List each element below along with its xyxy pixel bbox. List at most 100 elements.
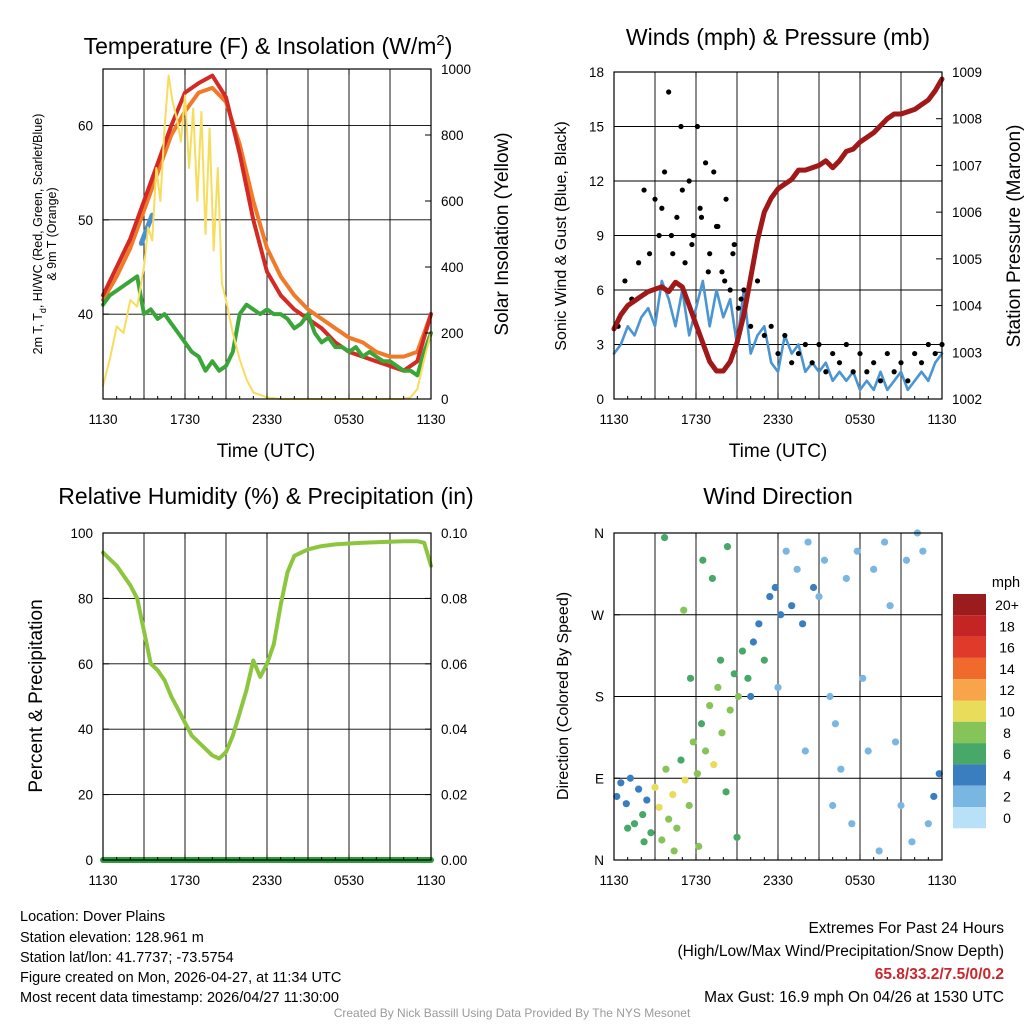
- temperature-panel: Temperature (F) & Insolation (W/m2) 1130…: [31, 32, 513, 462]
- right-y-tick-label: 400: [441, 260, 464, 275]
- winds-panel: Winds (mph) & Pressure (mb) 1130 1730 2330…: [553, 24, 1024, 462]
- x-tick-label: 1130: [88, 873, 117, 888]
- y-tick-label: 18: [589, 65, 604, 80]
- gust-point: [843, 341, 849, 348]
- gust-point: [731, 241, 737, 248]
- direction-point: [747, 692, 755, 701]
- gust-point: [636, 260, 642, 266]
- gust-point: [722, 278, 728, 284]
- legend-label: 16: [999, 640, 1015, 656]
- gust-point: [702, 160, 709, 166]
- direction-point: [760, 656, 768, 664]
- insolation-right-ylabel: Solar Insolation (Yellow): [492, 132, 513, 335]
- direction-point: [848, 820, 856, 828]
- direction-point: [804, 538, 812, 546]
- gust-point: [789, 360, 795, 366]
- gust-point: [622, 278, 628, 284]
- gust-point: [809, 360, 815, 366]
- direction-point: [734, 692, 742, 701]
- direction-point: [815, 592, 823, 601]
- gust-point: [836, 360, 843, 366]
- direction-point: [774, 683, 782, 692]
- extremes-legend: (High/Low/Max Wind/Precipitation/Snow De…: [677, 943, 1005, 960]
- gust-point: [682, 260, 688, 266]
- direction-point: [647, 829, 655, 837]
- x-tick-label: 1730: [170, 412, 200, 427]
- direction-point: [738, 647, 747, 655]
- direction-point: [730, 670, 738, 678]
- direction-point: [886, 602, 894, 610]
- winds-title: Winds (mph) & Pressure (mb): [626, 24, 930, 50]
- direction-point: [708, 574, 717, 583]
- gust-point: [730, 251, 736, 257]
- x-tick-label: 0530: [334, 412, 364, 427]
- direction-point: [635, 785, 643, 793]
- credit-line: Created By Nick Bassill Using Data Provi…: [333, 1006, 691, 1020]
- direction-point: [902, 556, 911, 564]
- pressure-series: [611, 76, 945, 374]
- right-y-tick-label: 0.04: [441, 722, 468, 737]
- speed-color-legend: 20+ 18 16 14 12 10 8 6 4 2 0: [953, 594, 1019, 829]
- gust-point: [694, 123, 700, 130]
- direction-point: [717, 656, 725, 664]
- right-y-tick-label: 1008: [952, 112, 982, 127]
- direction-point: [699, 556, 707, 564]
- direction-point: [744, 674, 752, 682]
- right-y-tick-label: 1003: [952, 345, 982, 360]
- direction-point: [718, 729, 726, 737]
- direction-point: [820, 556, 829, 564]
- x-tick-label: 1130: [599, 412, 628, 427]
- x-tick-label: 1730: [170, 873, 200, 888]
- sonic-wind-series: [612, 279, 944, 392]
- direction-point: [799, 620, 807, 628]
- gust-point: [877, 378, 884, 384]
- direction-point: [669, 791, 677, 799]
- direction-point: [613, 792, 621, 801]
- gust-point: [678, 123, 684, 130]
- y-tick-label: 40: [78, 722, 93, 737]
- legend-label: 8: [1003, 725, 1011, 741]
- gust-point: [802, 341, 808, 348]
- direction-point: [685, 801, 693, 810]
- direction-point: [639, 810, 647, 819]
- gust-point: [884, 350, 890, 357]
- right-y-tick-label: 0: [441, 392, 449, 407]
- legend-label: 18: [999, 618, 1015, 634]
- direction-point: [651, 783, 659, 791]
- legend-swatch: [953, 807, 986, 829]
- y-tick-label: 0: [596, 392, 604, 407]
- direction-point: [662, 765, 670, 773]
- legend-swatch: [953, 679, 986, 701]
- direction-point: [626, 774, 635, 782]
- direction-point: [655, 803, 663, 811]
- gust-point: [898, 360, 904, 366]
- direction-point: [749, 638, 758, 646]
- footer-location: Location: Dover Plains: [20, 909, 166, 925]
- footer-elevation: Station elevation: 128.961 m: [20, 930, 204, 946]
- gust-point: [738, 296, 744, 302]
- legend-label: 0: [1003, 810, 1011, 826]
- x-tick-label: 1130: [927, 412, 956, 427]
- direction-point: [726, 706, 734, 714]
- legend-swatch: [953, 764, 986, 786]
- direction-point: [693, 770, 701, 778]
- x-tick-label: 0530: [845, 412, 875, 427]
- right-y-tick-label: 0.08: [441, 591, 467, 606]
- direction-point: [777, 611, 785, 619]
- legend-swatch: [953, 615, 986, 637]
- direction-point: [870, 565, 878, 573]
- y-tick-label: 15: [589, 120, 604, 135]
- y-tick-label: 40: [78, 307, 93, 322]
- right-y-tick-label: 1002: [952, 392, 982, 407]
- gust-point: [864, 369, 870, 375]
- relative-humidity-series: [101, 539, 433, 761]
- gust-point: [741, 287, 747, 293]
- wind-direction-panel: Wind Direction 1130 1730 2330 0530 1130 N E S W N…: [555, 483, 1020, 888]
- extremes-heading: Extremes For Past 24 Hours: [808, 920, 1004, 937]
- right-y-tick-label: 600: [441, 194, 464, 209]
- direction-point: [875, 847, 883, 855]
- x-tick-label: 1730: [681, 873, 711, 888]
- direction-point: [710, 761, 718, 769]
- legend-swatch: [953, 743, 986, 765]
- direction-point: [670, 847, 678, 855]
